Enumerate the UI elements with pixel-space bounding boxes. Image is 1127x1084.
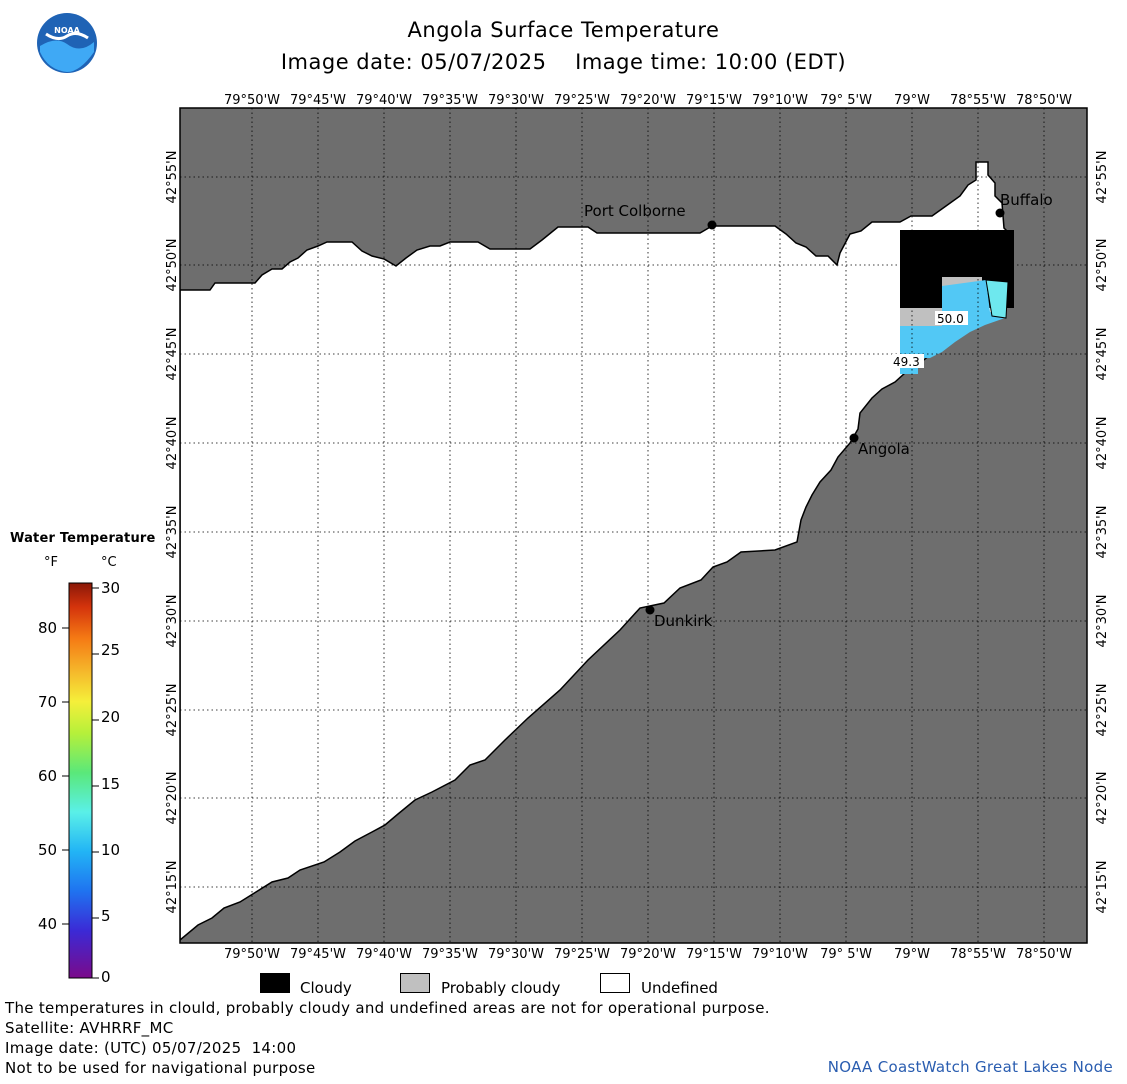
latitude-label: 42°15'N (1095, 861, 1110, 914)
longitude-label: 79°50'W (224, 93, 280, 108)
longitude-label: 79°45'W (290, 93, 346, 108)
longitude-label: 79°25'W (554, 93, 610, 108)
c-tick-label: 20 (101, 708, 121, 726)
unit-fahrenheit: °F (44, 555, 58, 570)
latitude-label: 42°15'N (165, 861, 180, 914)
place-label: Angola (858, 440, 910, 458)
svg-text:NOAA: NOAA (54, 26, 80, 35)
c-tick-label: 10 (101, 841, 121, 859)
longitude-label: 79°45'W (290, 947, 346, 962)
footer-utc-date: Image date: (UTC) 05/07/2025 14:00 (5, 1039, 297, 1057)
map-frame (179, 107, 1088, 944)
f-tick-label: 60 (38, 767, 58, 785)
legend-label-probably-cloudy: Probably cloudy (441, 979, 561, 997)
longitude-label: 79°40'W (356, 93, 412, 108)
longitude-label: 79° 5'W (820, 947, 872, 962)
longitude-label: 79°20'W (620, 947, 676, 962)
longitude-label: 79°35'W (422, 947, 478, 962)
longitude-label: 79°W (894, 947, 930, 962)
footer-nav-warning: Not to be used for navigational purpose (5, 1059, 316, 1077)
unit-celsius: °C (101, 555, 117, 570)
c-tick-label: 0 (101, 968, 111, 986)
legend-swatch-probably-cloudy (400, 973, 430, 993)
longitude-label: 78°55'W (950, 947, 1006, 962)
place-buffalo: Buffalo (995, 191, 1053, 218)
latitude-label: 42°50'N (1095, 239, 1110, 292)
longitude-label: 79°W (894, 93, 930, 108)
f-tick-label: 80 (38, 619, 58, 637)
map-title: Angola Surface Temperature (407, 18, 720, 42)
latitude-label: 42°45'N (165, 328, 180, 381)
longitude-labels-top: 79°50'W 79°45'W 79°40'W 79°35'W 79°30'W 79°25… (224, 93, 1072, 108)
probably-cloudy-strip (942, 277, 982, 286)
latitude-label: 42°45'N (1095, 328, 1110, 381)
longitude-label: 79°10'W (752, 93, 808, 108)
latitude-label: 42°55'N (165, 151, 180, 204)
temp-label-50: 50.0 (935, 311, 968, 326)
image-date-line: Image date: 05/07/2025 Image time: 10:00… (280, 50, 847, 74)
place-dunkirk: Dunkirk (645, 605, 713, 630)
longitude-label: 79°30'W (488, 947, 544, 962)
legend-label-cloudy: Cloudy (300, 979, 352, 997)
f-tick-label: 40 (38, 915, 58, 933)
longitude-label: 79°50'W (224, 947, 280, 962)
longitude-label: 79°30'W (488, 93, 544, 108)
longitude-label: 79°40'W (356, 947, 412, 962)
svg-text:50.0: 50.0 (937, 312, 964, 326)
latitude-label: 42°25'N (1095, 684, 1110, 737)
latitude-label: 42°40'N (1095, 417, 1110, 470)
latitude-label: 42°35'N (165, 506, 180, 559)
latitude-label: 42°55'N (1095, 151, 1110, 204)
longitude-label: 79°15'W (686, 947, 742, 962)
place-label: Buffalo (1000, 191, 1053, 209)
footer-satellite: Satellite: AVHRRF_MC (5, 1019, 174, 1037)
latitude-label: 42°20'N (1095, 772, 1110, 825)
longitude-label: 79°15'W (686, 93, 742, 108)
latitude-label: 42°25'N (165, 684, 180, 737)
longitude-label: 78°50'W (1016, 93, 1072, 108)
latitude-labels-right: 42°55'N 42°50'N 42°45'N 42°40'N 42°35'N 42°30… (1095, 151, 1110, 914)
latitude-label: 42°30'N (1095, 595, 1110, 648)
water-temp-nearshore (985, 279, 1009, 319)
latitude-label: 42°20'N (165, 772, 180, 825)
place-label: Port Colborne (584, 202, 686, 220)
place-label: Dunkirk (654, 612, 713, 630)
latitude-label: 42°30'N (165, 595, 180, 648)
svg-text:49.3: 49.3 (893, 355, 920, 369)
longitude-label: 79°35'W (422, 93, 478, 108)
longitude-label: 79° 5'W (820, 93, 872, 108)
color-scale-ticks (62, 587, 99, 979)
legend-swatch-cloudy (260, 973, 290, 993)
footer-note: The temperatures in clould, probably clo… (5, 999, 770, 1017)
latitude-label: 42°40'N (165, 417, 180, 470)
longitude-label: 78°55'W (950, 93, 1006, 108)
probably-cloudy-region (900, 308, 942, 326)
latitude-label: 42°50'N (165, 239, 180, 292)
f-tick-label: 50 (38, 841, 58, 859)
legend-label-undefined: Undefined (641, 979, 718, 997)
c-tick-label: 30 (101, 579, 121, 597)
temp-label-49: 49.3 (892, 354, 924, 369)
longitude-label: 79°10'W (752, 947, 808, 962)
water-temp-spot (900, 368, 918, 374)
place-port-colborne: Port Colborne (584, 202, 717, 230)
c-tick-label: 25 (101, 641, 121, 659)
f-tick-label: 70 (38, 693, 58, 711)
noaa-logo: NOAA (37, 13, 97, 73)
longitude-labels-bottom: 79°50'W 79°45'W 79°40'W 79°35'W 79°30'W 79°25… (224, 947, 1072, 962)
color-scale-bar (68, 582, 93, 979)
latitude-labels-left: 42°55'N 42°50'N 42°45'N 42°40'N 42°35'N 42°30… (165, 151, 180, 914)
legend-swatch-undefined (600, 973, 630, 993)
longitude-label: 79°20'W (620, 93, 676, 108)
c-tick-label: 5 (101, 907, 111, 925)
color-scale-title: Water Temperature (10, 531, 156, 546)
place-angola: Angola (849, 433, 910, 458)
latitude-label: 42°35'N (1095, 506, 1110, 559)
footer-credit: NOAA CoastWatch Great Lakes Node (827, 1058, 1113, 1076)
longitude-label: 78°50'W (1016, 947, 1072, 962)
longitude-label: 79°25'W (554, 947, 610, 962)
c-tick-label: 15 (101, 775, 121, 793)
